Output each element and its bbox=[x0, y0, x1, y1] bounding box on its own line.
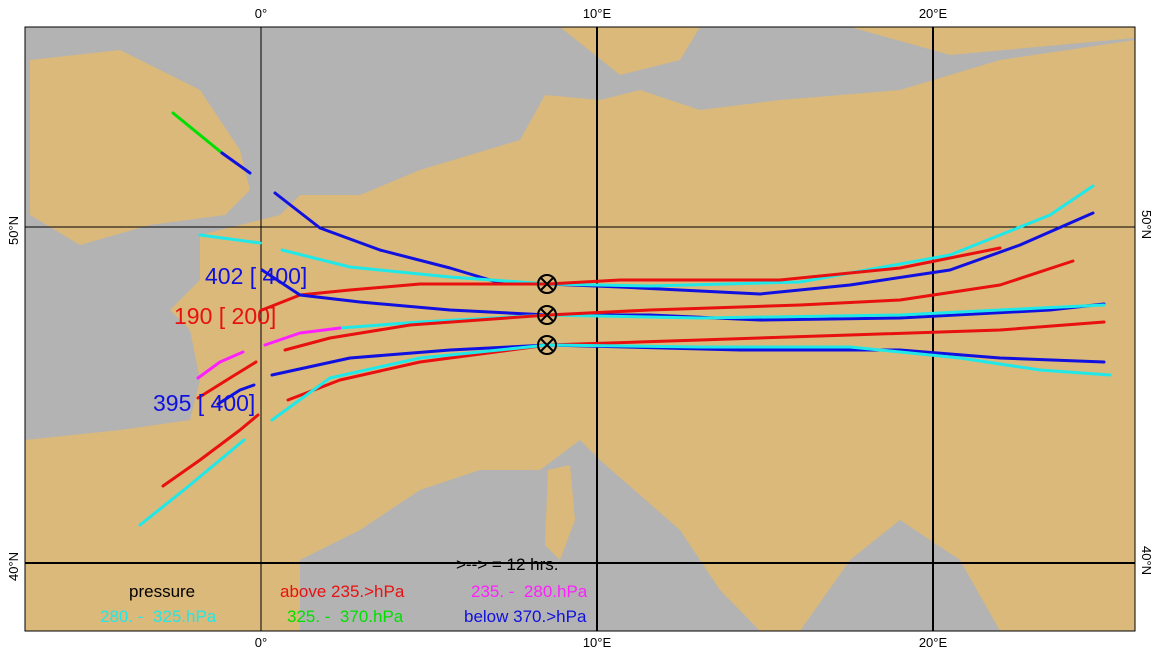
lat-label: 50°N bbox=[1139, 210, 1154, 239]
islands bbox=[545, 465, 575, 560]
trajectory bbox=[196, 320, 1106, 402]
lat-label: 50°N bbox=[6, 216, 21, 245]
trajectory bbox=[171, 111, 224, 155]
legend-item: above 235.>hPa bbox=[280, 582, 405, 601]
axis-labels: 0° 10°E 20°E 0° 10°E 20°E 50°N 40°N 50°N… bbox=[6, 6, 1154, 650]
lat-label: 40°N bbox=[1139, 546, 1154, 575]
legend: >--> = 12 hrs. pressure above 235.>hPa 2… bbox=[100, 555, 588, 626]
lon-label: 20°E bbox=[919, 6, 948, 21]
lon-label: 0° bbox=[255, 635, 267, 650]
trajectory-label: 402 [ 400] bbox=[205, 263, 307, 289]
lon-label: 10°E bbox=[583, 6, 612, 21]
source-marker bbox=[537, 305, 557, 325]
scandinavia bbox=[560, 27, 1135, 75]
legend-interval: >--> = 12 hrs. bbox=[456, 555, 559, 574]
graticule bbox=[25, 27, 1135, 631]
lon-label: 20°E bbox=[919, 635, 948, 650]
legend-item: 280. - 325.hPa bbox=[100, 607, 217, 626]
frame bbox=[24, 26, 1136, 632]
legend-item: 235. - 280.hPa bbox=[471, 582, 588, 601]
trajectory bbox=[338, 303, 1106, 330]
legend-title: pressure bbox=[129, 582, 195, 601]
legend-item: below 370.>hPa bbox=[464, 607, 587, 626]
trajectory bbox=[220, 151, 252, 175]
trajectory bbox=[283, 259, 1075, 352]
legend-item: 325. - 370.hPa bbox=[287, 607, 404, 626]
trajectory bbox=[138, 438, 246, 527]
lat-label: 40°N bbox=[6, 552, 21, 581]
trajectory-label: 190 [ 200] bbox=[174, 303, 276, 329]
source-marker bbox=[537, 335, 557, 355]
source-markers bbox=[537, 274, 557, 355]
lon-label: 10°E bbox=[583, 635, 612, 650]
trajectory bbox=[196, 326, 342, 380]
trajectory bbox=[270, 343, 1112, 422]
trajectory-label: 395 [ 400] bbox=[153, 390, 255, 416]
land bbox=[25, 27, 1135, 631]
britain bbox=[30, 50, 250, 245]
trajectory bbox=[161, 413, 260, 488]
source-marker bbox=[537, 274, 557, 294]
lon-label: 0° bbox=[255, 6, 267, 21]
trajectory bbox=[198, 184, 1095, 288]
mainland bbox=[25, 40, 1135, 631]
trajectory bbox=[216, 383, 256, 406]
